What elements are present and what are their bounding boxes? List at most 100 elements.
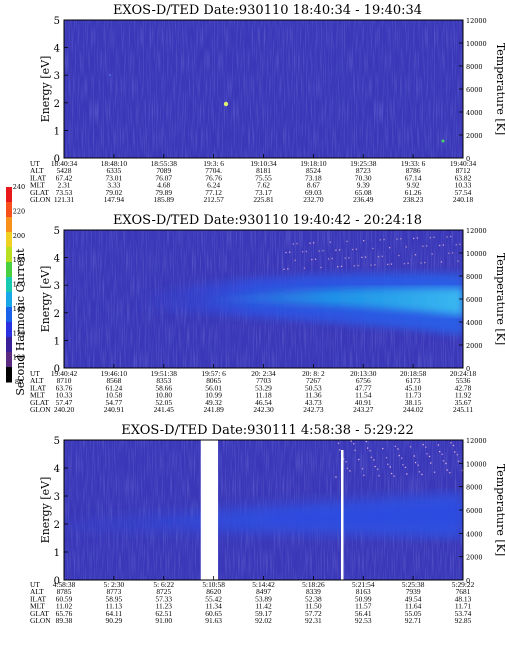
- data-speck: [397, 448, 399, 450]
- colorbar-label: Second Harmonic Current: [14, 248, 27, 396]
- param-value: 53.89: [255, 594, 272, 603]
- data-speck: [418, 471, 421, 473]
- param-value: 7.62: [257, 181, 270, 190]
- param-value: 147.94: [104, 195, 125, 204]
- data-speck: [338, 249, 341, 251]
- data-speck: [303, 267, 306, 269]
- param-value: 38.15: [405, 398, 422, 407]
- param-value: 7704.: [205, 166, 222, 175]
- data-speck: [457, 460, 460, 462]
- data-speck: [461, 469, 463, 472]
- param-value: 8786: [406, 166, 421, 175]
- energy-tick-label: 3: [54, 492, 60, 503]
- param-name: MLT: [30, 181, 45, 190]
- param-value: 54.77: [106, 398, 123, 407]
- energy-tick-label: 3: [54, 281, 60, 292]
- param-name: ALT: [30, 376, 44, 385]
- data-speck: [454, 451, 456, 453]
- param-name: MLT: [30, 602, 45, 611]
- param-value: 8353: [156, 376, 171, 385]
- param-value: 5:10:58: [202, 580, 225, 589]
- param-value: 48.13: [455, 594, 472, 603]
- param-value: 8065: [206, 376, 221, 385]
- param-value: 8181: [256, 166, 271, 175]
- data-speck: [346, 467, 348, 469]
- param-value: 92.71: [405, 616, 422, 625]
- orbit-parameter-table: UTALTILATMLTGLATGLON19:40:42871063.7610.…: [30, 369, 476, 414]
- panels: EXOS-D/TED Date:930110 18:40:34 - 19:40:…: [30, 3, 505, 625]
- data-speck: [366, 447, 369, 449]
- temperature-tick-label: 12000: [466, 227, 487, 235]
- temperature-tick-label: 2000: [466, 554, 483, 562]
- temperature-tick-label: 10000: [466, 460, 487, 468]
- data-speck: [342, 458, 345, 460]
- enhancement-band: [64, 493, 463, 538]
- param-value: 60.59: [56, 594, 73, 603]
- colorbar-cell: [6, 247, 12, 263]
- data-speck: [398, 454, 400, 457]
- param-value: 7703: [256, 376, 271, 385]
- param-value: 11.42: [255, 602, 272, 611]
- param-value: 7681: [456, 587, 471, 596]
- energy-tick-label: 0: [54, 154, 60, 165]
- param-value: 225.81: [253, 195, 274, 204]
- param-value: 58.66: [155, 383, 172, 392]
- param-value: 57.33: [155, 594, 172, 603]
- param-value: 20: 2:34: [251, 369, 276, 378]
- param-value: 58.95: [106, 594, 123, 603]
- param-value: 4.68: [157, 181, 170, 190]
- data-speck: [390, 263, 393, 265]
- energy-tick-label: 3: [54, 71, 60, 82]
- data-speck: [442, 460, 445, 462]
- param-value: 56.41: [355, 609, 372, 618]
- data-speck: [413, 455, 415, 457]
- param-name: GLON: [30, 195, 51, 204]
- param-value: 5536: [456, 376, 471, 385]
- data-speck: [355, 248, 357, 250]
- param-value: 11.34: [205, 602, 222, 611]
- energy-tick-label: 5: [54, 436, 60, 447]
- param-value: 7267: [306, 376, 321, 385]
- param-value: 11.73: [405, 391, 422, 400]
- data-speck: [394, 445, 397, 448]
- param-value: 8163: [356, 587, 371, 596]
- temperature-axis-label: Temperature [K]: [494, 253, 505, 345]
- param-value: 242.30: [253, 405, 274, 414]
- colorbar-tick-label: 120: [13, 329, 25, 337]
- data-speck: [283, 268, 285, 270]
- data-speck: [422, 443, 424, 446]
- colorbar-cell: [6, 217, 12, 233]
- param-value: 5428: [57, 166, 72, 175]
- data-speck: [438, 450, 441, 453]
- data-speck: [301, 251, 304, 253]
- data-speck: [425, 446, 427, 448]
- data-speck: [314, 258, 317, 260]
- data-speck: [364, 256, 367, 258]
- data-speck: [337, 266, 339, 268]
- colorbar-tick-label: 160: [13, 281, 25, 289]
- data-speck: [385, 457, 388, 459]
- param-name: UT: [30, 580, 40, 589]
- energy-tick-label: 5: [54, 226, 60, 237]
- data-speck: [337, 442, 340, 444]
- data-speck: [335, 249, 337, 251]
- data-speck: [327, 258, 330, 260]
- data-speck: [388, 247, 391, 249]
- data-speck: [433, 236, 435, 238]
- param-value: 10.58: [106, 391, 123, 400]
- param-value: 19:51:38: [151, 369, 178, 378]
- colorbar-cell: [6, 262, 12, 278]
- data-speck: [379, 239, 382, 241]
- temperature-tick-label: 8000: [466, 484, 483, 492]
- param-value: 57.47: [56, 398, 73, 407]
- param-value: 92.31: [305, 616, 322, 625]
- param-value: 232.70: [303, 195, 324, 204]
- energy-tick-label: 2: [54, 520, 60, 531]
- param-value: 63.76: [56, 383, 73, 392]
- temperature-tick-label: 8000: [466, 273, 483, 281]
- param-value: 6173: [406, 376, 421, 385]
- temperature-tick-label: 12000: [466, 437, 487, 445]
- data-speck: [414, 461, 417, 464]
- colorbar-cell: [6, 352, 12, 368]
